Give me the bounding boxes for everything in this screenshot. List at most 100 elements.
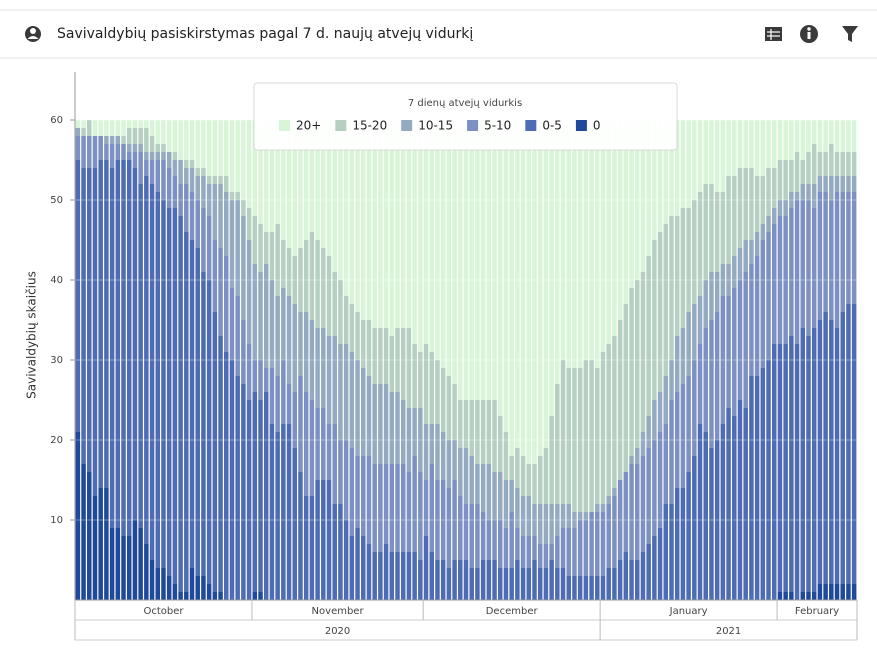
bar-segment bbox=[189, 120, 195, 160]
bar-segment bbox=[629, 560, 634, 600]
bar-segment bbox=[206, 184, 212, 216]
bar-segment bbox=[166, 120, 172, 152]
bar-segment bbox=[298, 376, 303, 472]
bar-segment bbox=[172, 120, 178, 152]
bar-segment bbox=[669, 504, 674, 600]
filter-icon[interactable] bbox=[842, 26, 858, 42]
bar-segment bbox=[823, 152, 828, 176]
bar-segment bbox=[777, 344, 783, 592]
bar-segment bbox=[663, 224, 669, 376]
bar-segment bbox=[235, 200, 240, 296]
bar-segment bbox=[104, 160, 109, 488]
bar-segment bbox=[714, 272, 720, 312]
bar-segment bbox=[463, 560, 469, 600]
bar-segment bbox=[480, 120, 486, 400]
bar-segment bbox=[326, 480, 332, 600]
bar-segment bbox=[595, 120, 600, 368]
bar-segment bbox=[166, 168, 172, 208]
bar-segment bbox=[87, 472, 92, 600]
bar-segment bbox=[395, 392, 400, 464]
bar-segment bbox=[126, 536, 132, 600]
bar-segment bbox=[383, 544, 389, 600]
bar-segment bbox=[155, 160, 161, 192]
bar-segment bbox=[617, 560, 623, 600]
bar-segment bbox=[241, 200, 246, 216]
bar-segment bbox=[817, 152, 823, 176]
bar-segment bbox=[355, 360, 360, 456]
bar-segment bbox=[469, 120, 474, 400]
bar-segment bbox=[697, 424, 703, 600]
bar-segment bbox=[760, 176, 766, 224]
bar-segment bbox=[326, 424, 332, 480]
table-icon[interactable] bbox=[765, 27, 782, 41]
bar-segment bbox=[201, 120, 206, 168]
bar-segment bbox=[703, 280, 708, 328]
bar-segment bbox=[144, 128, 149, 152]
bar-segment bbox=[275, 376, 280, 432]
bar-segment bbox=[343, 520, 349, 600]
bar-segment bbox=[429, 464, 435, 552]
bar-segment bbox=[600, 352, 606, 504]
bar-segment bbox=[794, 192, 800, 200]
info-icon[interactable] bbox=[800, 25, 818, 43]
bar-segment bbox=[372, 552, 377, 600]
bar-segment bbox=[109, 144, 115, 168]
bar-segment bbox=[612, 568, 617, 600]
bar-segment bbox=[692, 456, 697, 600]
bar-segment bbox=[224, 120, 229, 176]
bar-segment bbox=[161, 160, 166, 200]
bar-segment bbox=[657, 432, 663, 528]
bar-segment bbox=[229, 200, 235, 288]
bar-segment bbox=[720, 424, 726, 600]
bar-segment bbox=[440, 560, 446, 600]
bar-segment bbox=[309, 232, 315, 320]
bar-segment bbox=[263, 368, 269, 392]
year-label: 2020 bbox=[325, 626, 350, 637]
bar-segment bbox=[126, 160, 132, 536]
bar-segment bbox=[783, 120, 788, 160]
bar-segment bbox=[555, 536, 560, 568]
bar-segment bbox=[829, 320, 834, 584]
bar-segment bbox=[623, 552, 629, 600]
bar-segment bbox=[429, 552, 435, 600]
bar-segment bbox=[732, 176, 737, 256]
bar-segment bbox=[372, 120, 377, 328]
bar-segment bbox=[509, 512, 514, 568]
month-label: November bbox=[312, 606, 365, 617]
bar-segment bbox=[840, 152, 845, 176]
bar-segment bbox=[423, 480, 429, 536]
bar-segment bbox=[229, 288, 235, 360]
bar-segment bbox=[783, 200, 788, 216]
bar-segment bbox=[811, 328, 817, 592]
bar-segment bbox=[840, 584, 845, 600]
bar-segment bbox=[343, 344, 349, 440]
bar-segment bbox=[526, 536, 532, 568]
bar-segment bbox=[81, 168, 86, 464]
bar-segment bbox=[612, 336, 617, 488]
bar-segment bbox=[332, 504, 337, 600]
bar-segment bbox=[338, 344, 343, 440]
bar-segment bbox=[423, 344, 429, 424]
bar-segment bbox=[612, 496, 617, 568]
bar-segment bbox=[395, 120, 400, 328]
bar-segment bbox=[577, 368, 583, 512]
bar-segment bbox=[178, 120, 183, 160]
bar-segment bbox=[149, 152, 155, 160]
bar-segment bbox=[663, 504, 669, 600]
bar-segment bbox=[726, 176, 731, 264]
bar-segment bbox=[595, 512, 600, 576]
bar-segment bbox=[269, 232, 275, 280]
bar-segment bbox=[623, 120, 629, 304]
bar-segment bbox=[195, 200, 200, 248]
bar-segment bbox=[789, 120, 794, 160]
bar-segment bbox=[543, 568, 549, 600]
bar-segment bbox=[577, 576, 583, 600]
bar-segment bbox=[817, 176, 823, 192]
bar-segment bbox=[132, 520, 138, 600]
bar-segment bbox=[75, 432, 81, 600]
bar-segment bbox=[138, 528, 143, 600]
bar-segment bbox=[726, 120, 731, 176]
bar-segment bbox=[777, 216, 783, 344]
bar-segment bbox=[132, 168, 138, 520]
bar-segment bbox=[229, 360, 235, 600]
